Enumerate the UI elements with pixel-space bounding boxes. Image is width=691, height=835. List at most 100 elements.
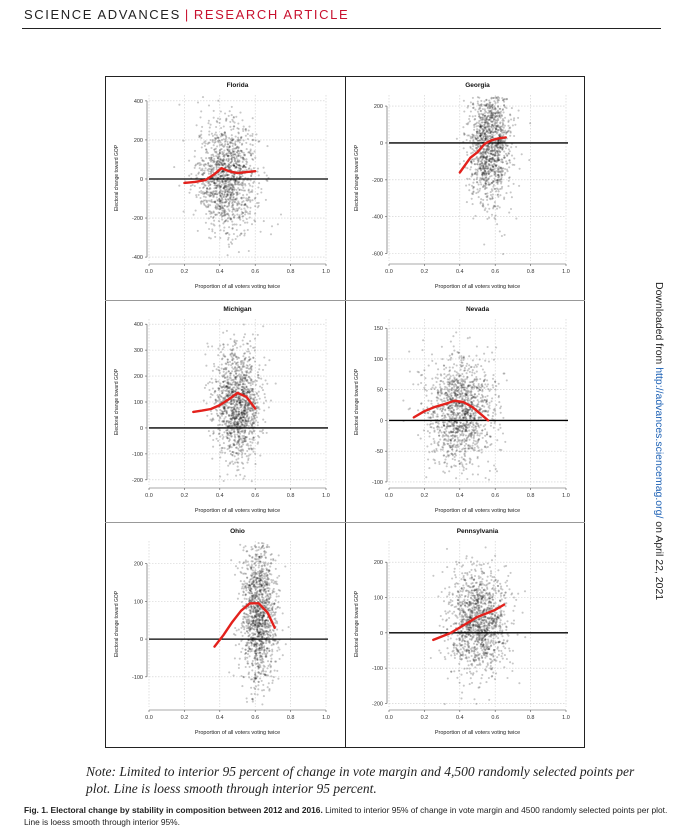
data-point	[225, 152, 228, 156]
data-point	[482, 130, 485, 133]
data-point	[476, 168, 479, 171]
data-point	[465, 138, 468, 142]
data-point	[490, 421, 493, 425]
data-point	[501, 129, 504, 132]
data-point	[232, 390, 235, 393]
data-point	[238, 176, 241, 179]
data-point	[210, 194, 213, 197]
data-point	[491, 157, 495, 160]
data-point	[220, 389, 223, 392]
data-point	[237, 457, 240, 460]
data-point	[436, 425, 439, 428]
data-point	[205, 150, 209, 153]
data-point	[211, 417, 214, 420]
data-point	[228, 415, 231, 418]
data-point	[492, 426, 495, 429]
data-point	[202, 399, 205, 402]
data-point	[220, 392, 224, 395]
data-point	[220, 192, 224, 195]
data-point	[473, 446, 476, 449]
data-point	[469, 160, 472, 163]
data-point	[454, 431, 457, 434]
data-point	[451, 433, 454, 437]
data-point	[219, 395, 222, 398]
data-point	[479, 116, 482, 120]
data-point	[251, 157, 254, 161]
data-point	[247, 457, 250, 460]
data-point	[222, 412, 225, 415]
data-point	[212, 168, 215, 171]
data-point	[232, 443, 236, 446]
data-point	[246, 413, 249, 416]
data-point	[223, 149, 226, 152]
data-point	[252, 450, 255, 453]
data-point	[244, 128, 247, 131]
data-point	[448, 431, 451, 434]
data-point	[212, 166, 215, 169]
data-point	[232, 138, 235, 141]
data-point	[249, 357, 252, 361]
data-point	[254, 463, 257, 466]
data-point	[227, 394, 230, 397]
data-point	[493, 172, 496, 175]
x-tick-label: 1.0	[562, 269, 570, 275]
data-point	[237, 441, 240, 444]
data-point	[490, 109, 493, 112]
data-point	[257, 406, 260, 409]
data-point	[455, 389, 459, 392]
data-point	[501, 432, 505, 435]
data-point	[476, 473, 480, 476]
data-point	[479, 396, 482, 400]
data-point	[495, 140, 498, 143]
data-point	[228, 166, 231, 169]
data-point	[504, 152, 508, 155]
data-point	[220, 410, 223, 413]
data-point	[490, 168, 493, 171]
data-point	[495, 128, 498, 131]
data-point	[238, 356, 241, 360]
data-point	[229, 120, 232, 123]
data-point	[453, 384, 456, 387]
data-point	[475, 442, 478, 445]
data-point	[479, 389, 482, 392]
data-point	[202, 160, 205, 163]
data-point	[481, 156, 484, 159]
data-point	[230, 205, 233, 209]
data-point	[229, 406, 232, 409]
data-point	[239, 401, 242, 404]
data-point	[459, 415, 462, 418]
data-point	[235, 188, 238, 191]
data-point	[231, 139, 234, 142]
data-point	[206, 169, 209, 172]
data-point	[491, 164, 494, 167]
data-point	[203, 141, 206, 144]
data-point	[493, 117, 496, 120]
data-point	[231, 189, 234, 192]
data-point	[211, 418, 214, 421]
data-point	[242, 409, 245, 412]
data-point	[509, 114, 512, 117]
data-point	[483, 378, 486, 382]
data-point	[232, 186, 235, 189]
data-point	[468, 384, 471, 387]
data-point	[246, 390, 249, 393]
data-point	[485, 400, 488, 403]
data-point	[486, 136, 489, 139]
data-point	[233, 360, 236, 364]
data-point	[221, 152, 224, 155]
data-point	[486, 431, 489, 434]
data-point	[457, 372, 460, 375]
data-point	[231, 198, 234, 201]
data-point	[438, 462, 441, 466]
data-point	[223, 211, 226, 214]
data-point	[481, 390, 484, 393]
data-point	[473, 134, 476, 137]
data-point	[201, 173, 205, 177]
data-point	[459, 374, 462, 377]
data-point	[496, 109, 500, 112]
data-point	[237, 412, 240, 415]
data-point	[449, 442, 452, 445]
data-point	[479, 136, 482, 139]
data-point	[496, 173, 500, 176]
data-point	[489, 103, 492, 106]
